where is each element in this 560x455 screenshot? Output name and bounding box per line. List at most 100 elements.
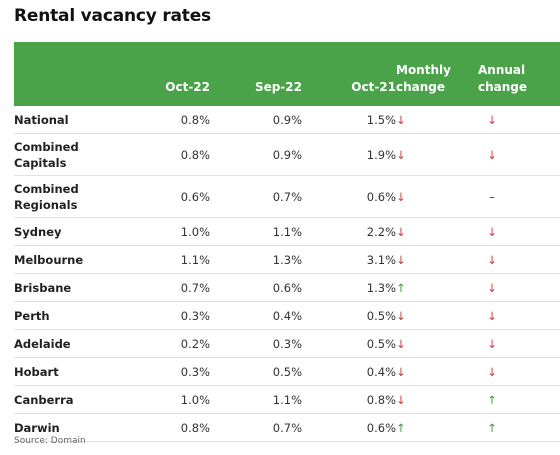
region-name: Brisbane [14,273,122,302]
region-name-line1: Darwin [14,420,60,435]
annual-change-cell: ↓ [478,217,560,246]
value-oct22: 0.3% [122,301,210,330]
monthly-change-cell: ↓ [396,357,478,386]
table-row: Perth 0.3% 0.4% 0.5% ↓ ↓ [14,301,560,330]
table-row: Brisbane 0.7% 0.6% 1.3% ↑ ↓ [14,273,560,302]
table-row: National 0.8% 0.9% 1.5% ↓ ↓ [14,106,560,134]
arrow-down-icon: ↓ [487,280,497,295]
value-oct22: 0.2% [122,329,210,358]
arrow-down-icon: ↓ [487,147,497,162]
arrow-down-icon: ↓ [487,336,497,351]
header-oct21: Oct-21 [302,42,396,106]
region-name-line1: Canberra [14,392,74,407]
annual-change-cell: ↓ [478,106,560,134]
value-sep22: 0.9% [210,133,302,176]
region-name-line1: Combined [14,181,79,196]
dash-icon: – [489,189,495,204]
arrow-up-icon: ↑ [487,392,497,407]
region-name-line1: Melbourne [14,252,84,267]
value-oct21: 1.5% [302,106,396,134]
table-row: Hobart 0.3% 0.5% 0.4% ↓ ↓ [14,357,560,386]
arrow-down-icon: ↓ [487,112,497,127]
annual-change-cell: ↓ [478,357,560,386]
value-oct22: 1.1% [122,245,210,274]
value-oct21: 0.4% [302,357,396,386]
monthly-change-cell: ↓ [396,217,478,246]
value-oct22: 0.3% [122,357,210,386]
arrow-down-icon: ↓ [396,112,406,127]
annual-change-cell: ↓ [478,245,560,274]
value-sep22: 0.7% [210,175,302,218]
annual-change-cell: ↓ [478,133,560,176]
annual-change-cell: ↑ [478,413,560,442]
table-row: Adelaide 0.2% 0.3% 0.5% ↓ ↓ [14,329,560,358]
arrow-down-icon: ↓ [396,364,406,379]
arrow-down-icon: ↓ [487,308,497,323]
annual-change-cell: ↓ [478,329,560,358]
region-name: Darwin [14,413,122,442]
annual-change-cell: ↑ [478,385,560,414]
header-monthly-change: Monthly change [396,42,478,106]
monthly-change-cell: ↓ [396,301,478,330]
value-oct21: 0.6% [302,175,396,218]
value-sep22: 0.4% [210,301,302,330]
arrow-down-icon: ↓ [487,364,497,379]
region-name-line2: Regionals [14,197,78,212]
header-monthly-line1: Monthly [396,63,451,77]
value-sep22: 0.7% [210,413,302,442]
header-annual-line2: change [478,80,528,94]
annual-change-cell: ↓ [478,301,560,330]
arrow-down-icon: ↓ [396,224,406,239]
arrow-down-icon: ↓ [396,308,406,323]
header-monthly-line2: change [396,80,446,94]
region-name: Hobart [14,357,122,386]
region-name-line1: National [14,112,69,127]
region-name: Adelaide [14,329,122,358]
value-oct21: 1.3% [302,273,396,302]
value-sep22: 0.3% [210,329,302,358]
arrow-down-icon: ↓ [396,336,406,351]
value-oct22: 0.8% [122,413,210,442]
monthly-change-cell: ↑ [396,413,478,442]
value-oct21: 1.9% [302,133,396,176]
arrow-up-icon: ↑ [487,420,497,435]
monthly-change-cell: ↓ [396,133,478,176]
region-name-line1: Combined [14,139,79,154]
region-name: National [14,106,122,134]
value-oct22: 0.8% [122,106,210,134]
region-name: Canberra [14,385,122,414]
value-oct22: 1.0% [122,217,210,246]
annual-change-cell: ↓ [478,273,560,302]
region-name-line1: Hobart [14,364,59,379]
table-row: Combined Regionals 0.6% 0.7% 0.6% ↓ – [14,175,560,218]
header-oct22: Oct-22 [122,42,210,106]
header-annual-change: Annual change [478,42,560,106]
source-note: Source: Domain [14,436,86,446]
value-oct22: 1.0% [122,385,210,414]
region-name-line1: Sydney [14,224,62,239]
value-sep22: 0.9% [210,106,302,134]
value-oct21: 3.1% [302,245,396,274]
value-oct21: 2.2% [302,217,396,246]
arrow-down-icon: ↓ [396,147,406,162]
value-oct21: 0.6% [302,413,396,442]
arrow-down-icon: ↓ [487,252,497,267]
region-name: Perth [14,301,122,330]
header-annual-line1: Annual [478,63,526,77]
table-row: Darwin 0.8% 0.7% 0.6% ↑ ↑ [14,413,560,442]
arrow-down-icon: ↓ [396,189,406,204]
table-row: Canberra 1.0% 1.1% 0.8% ↓ ↑ [14,385,560,414]
value-oct22: 0.7% [122,273,210,302]
monthly-change-cell: ↓ [396,175,478,218]
vacancy-table: Oct-22 Sep-22 Oct-21 Monthly change Annu… [14,42,560,442]
value-sep22: 0.6% [210,273,302,302]
value-oct22: 0.8% [122,133,210,176]
monthly-change-cell: ↑ [396,273,478,302]
arrow-down-icon: ↓ [487,224,497,239]
region-name-line1: Perth [14,308,50,323]
page-title: Rental vacancy rates [14,6,211,26]
table-row: Combined Capitals 0.8% 0.9% 1.9% ↓ ↓ [14,133,560,176]
region-name-line1: Brisbane [14,280,72,295]
value-oct21: 0.5% [302,301,396,330]
region-name-line2: Capitals [14,155,67,170]
